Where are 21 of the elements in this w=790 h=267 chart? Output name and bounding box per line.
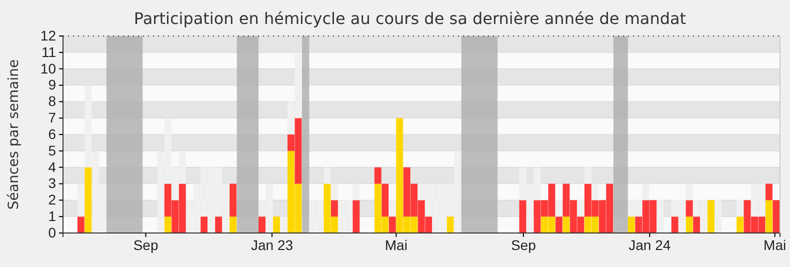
y-axis-title: Séances par semaine bbox=[6, 59, 22, 210]
x-tick-label: Mai bbox=[384, 236, 408, 253]
x-tick-label: Mai bbox=[764, 236, 786, 253]
x-tick-label: Sep bbox=[133, 236, 158, 253]
y-tick-label: 5 bbox=[48, 142, 56, 158]
y-tick-label: 9 bbox=[48, 76, 56, 93]
y-tick-label: 12 bbox=[40, 27, 56, 44]
y-tick-label: 0 bbox=[48, 224, 56, 240]
x-tick-label: Jan 24 bbox=[628, 236, 671, 253]
y-tick-label: 8 bbox=[48, 93, 56, 110]
y-tick-label: 10 bbox=[40, 60, 56, 76]
y-tick-label: 1 bbox=[48, 208, 56, 224]
y-tick-label: 6 bbox=[48, 126, 56, 142]
y-tick-label: 7 bbox=[48, 110, 56, 126]
y-tick-label: 3 bbox=[48, 175, 56, 192]
y-tick-label: 11 bbox=[41, 44, 56, 60]
x-tick-label: Jan 23 bbox=[250, 236, 294, 253]
chart-title: Participation en hémicycle au cours de sa dernière année de mandat bbox=[134, 9, 686, 28]
y-tick-label: 4 bbox=[48, 158, 56, 175]
y-tick-label: 2 bbox=[48, 192, 56, 208]
x-tick-label: Sep bbox=[510, 236, 536, 253]
